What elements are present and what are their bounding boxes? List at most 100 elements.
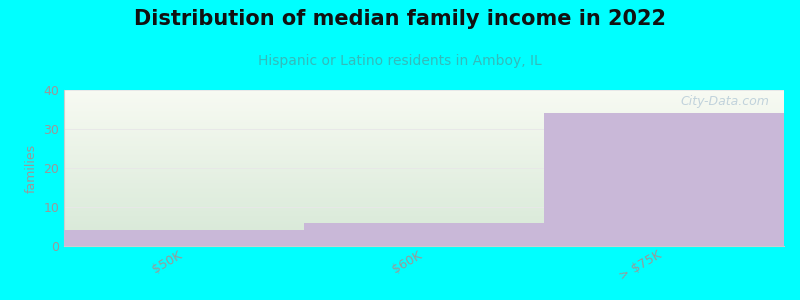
Bar — [64, 179, 784, 180]
Bar — [64, 202, 784, 203]
Bar — [64, 232, 784, 233]
Bar — [64, 231, 784, 232]
Bar — [64, 237, 784, 238]
Bar — [64, 214, 784, 215]
Bar — [64, 244, 784, 245]
Bar — [64, 191, 784, 192]
Bar — [64, 120, 784, 121]
Bar — [64, 95, 784, 96]
Bar — [64, 235, 784, 236]
Bar — [64, 242, 784, 243]
Bar — [64, 165, 784, 166]
Bar — [64, 138, 784, 139]
Bar — [64, 193, 784, 194]
Bar — [64, 169, 784, 170]
Bar — [64, 200, 784, 201]
Bar — [64, 197, 784, 198]
Bar — [64, 121, 784, 122]
Bar — [64, 180, 784, 181]
Bar — [64, 99, 784, 100]
Bar — [64, 209, 784, 210]
Text: Hispanic or Latino residents in Amboy, IL: Hispanic or Latino residents in Amboy, I… — [258, 54, 542, 68]
Bar — [64, 217, 784, 218]
Bar — [64, 146, 784, 147]
Bar — [64, 123, 784, 124]
Bar — [64, 241, 784, 242]
Bar — [64, 178, 784, 179]
Bar — [64, 157, 784, 158]
Bar — [64, 234, 784, 235]
Bar — [64, 101, 784, 102]
Text: Distribution of median family income in 2022: Distribution of median family income in … — [134, 9, 666, 29]
Bar — [64, 140, 784, 141]
Bar — [64, 227, 784, 228]
Bar — [64, 224, 784, 225]
Bar — [64, 230, 304, 246]
Bar — [64, 190, 784, 191]
Bar — [64, 131, 784, 132]
Bar — [64, 164, 784, 165]
Bar — [64, 102, 784, 103]
Bar — [64, 110, 784, 111]
Bar — [64, 93, 784, 94]
Bar — [64, 223, 784, 224]
Bar — [64, 228, 784, 229]
Bar — [64, 212, 784, 213]
Bar — [64, 155, 784, 156]
Bar — [64, 158, 784, 159]
Bar — [64, 98, 784, 99]
Bar — [64, 90, 784, 91]
Bar — [64, 186, 784, 187]
Bar — [64, 96, 784, 97]
Bar — [64, 187, 784, 188]
Bar — [64, 106, 784, 107]
Bar — [64, 171, 784, 172]
Text: City-Data.com: City-Data.com — [681, 95, 770, 108]
Bar — [304, 223, 544, 246]
Bar — [64, 156, 784, 157]
Bar — [64, 100, 784, 101]
Bar — [64, 236, 784, 237]
Bar — [64, 229, 784, 230]
Bar — [64, 172, 784, 173]
Bar — [64, 132, 784, 133]
Bar — [64, 213, 784, 214]
Bar — [64, 154, 784, 155]
Bar — [64, 220, 784, 221]
Bar — [64, 196, 784, 197]
Bar — [64, 104, 784, 105]
Bar — [64, 170, 784, 171]
Bar — [64, 136, 784, 137]
Bar — [64, 105, 784, 106]
Bar — [64, 181, 784, 182]
Bar — [64, 216, 784, 217]
Bar — [544, 113, 784, 246]
Bar — [64, 219, 784, 220]
Bar — [64, 173, 784, 174]
Bar — [64, 245, 784, 246]
Bar — [64, 124, 784, 125]
Bar — [64, 108, 784, 109]
Bar — [64, 176, 784, 177]
Bar — [64, 177, 784, 178]
Bar — [64, 143, 784, 144]
Bar — [64, 233, 784, 234]
Bar — [64, 206, 784, 207]
Bar — [64, 118, 784, 119]
Bar — [64, 240, 784, 241]
Bar — [64, 174, 784, 175]
Bar — [64, 142, 784, 143]
Bar — [64, 167, 784, 168]
Bar — [64, 112, 784, 113]
Bar — [64, 222, 784, 223]
Bar — [64, 188, 784, 189]
Bar — [64, 238, 784, 239]
Bar — [64, 94, 784, 95]
Bar — [64, 107, 784, 108]
Bar — [64, 151, 784, 152]
Bar — [64, 128, 784, 129]
Bar — [64, 133, 784, 134]
Bar — [64, 175, 784, 176]
Bar — [64, 160, 784, 161]
Bar — [64, 199, 784, 200]
